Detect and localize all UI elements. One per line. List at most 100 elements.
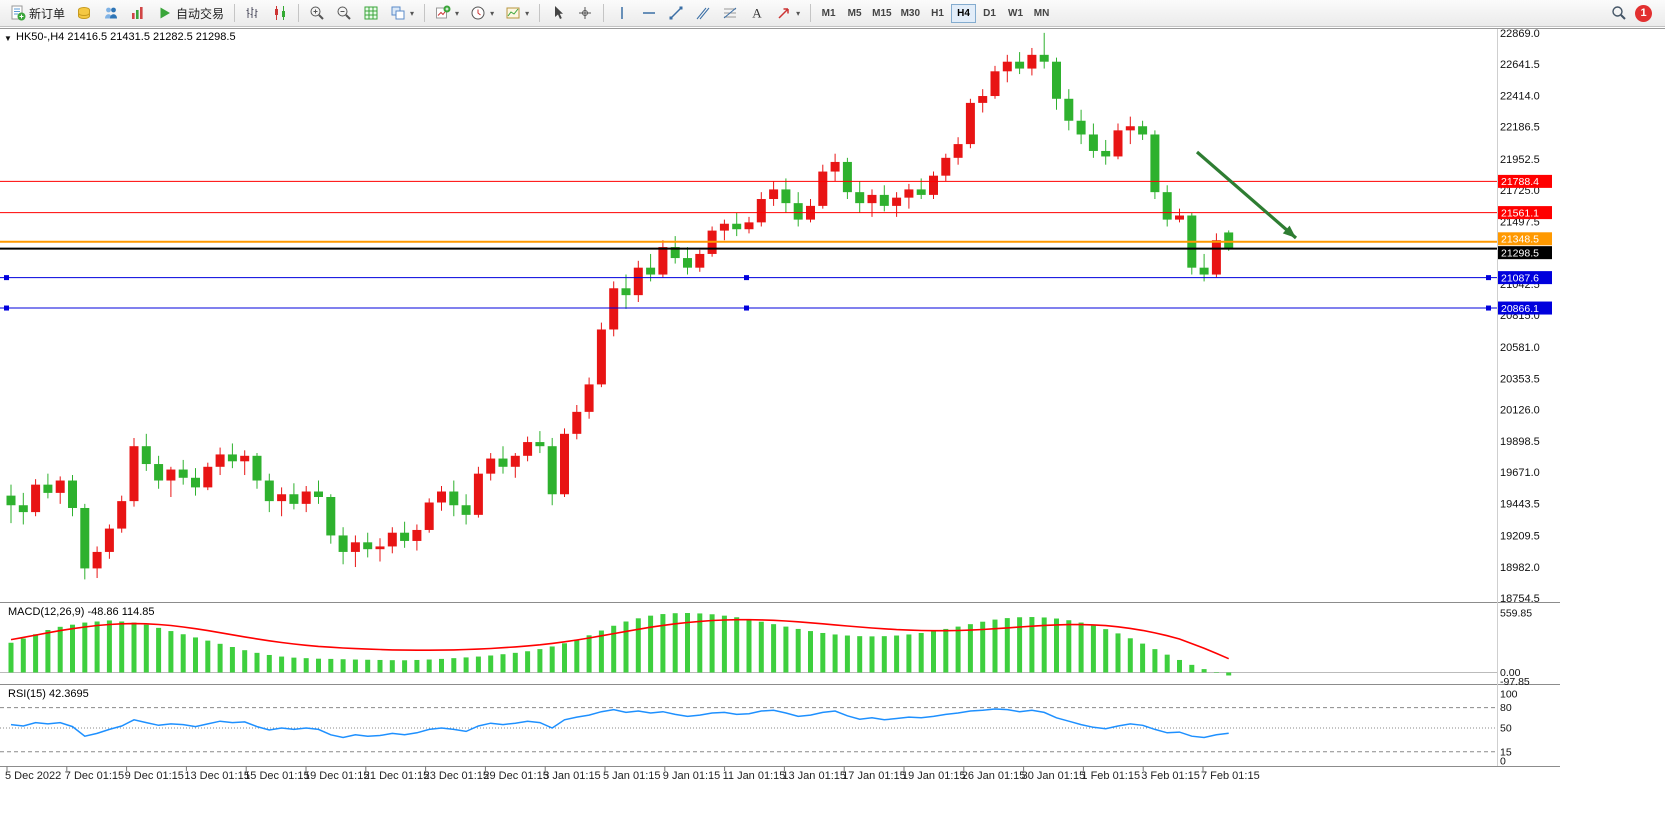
macd-histogram-bar <box>721 615 727 673</box>
chart-plot[interactable]: 22869.0 22641.5 22414.0 22186.5 21952.5 21725… <box>0 28 1665 837</box>
candle-body <box>80 507 90 569</box>
candle-body <box>1125 126 1135 131</box>
toolbar-separator <box>539 4 541 22</box>
candle-body <box>670 247 680 259</box>
line-handle[interactable] <box>1486 305 1491 311</box>
candle-body <box>154 464 164 481</box>
macd-histogram-bar <box>439 658 444 673</box>
level-price-tag <box>1498 206 1552 220</box>
candle-body <box>498 458 508 467</box>
price-axis-label: 19443.5 <box>1500 498 1540 510</box>
one-click-trading-toggle[interactable]: ▼ <box>4 32 12 44</box>
channel-button[interactable] <box>690 2 716 25</box>
line-handle[interactable] <box>744 275 749 281</box>
arrows-button[interactable]: ▾ <box>771 2 805 25</box>
timeframe-m30-button[interactable]: M30 <box>897 4 924 23</box>
zoom-in-button[interactable] <box>304 2 330 25</box>
macd-histogram-bar <box>1213 672 1219 673</box>
zoom-out-icon <box>336 5 352 21</box>
deposit-button[interactable] <box>71 2 97 25</box>
timeframe-m1-button[interactable]: M1 <box>816 4 841 23</box>
candle-body <box>1015 61 1025 69</box>
candle-body <box>1150 134 1160 193</box>
time-axis-label: 9 Jan 01:15 <box>663 770 721 782</box>
timeframe-d1-button[interactable]: D1 <box>977 4 1002 23</box>
autotrading-button[interactable]: 自动交易 <box>152 2 229 25</box>
tile-windows-button[interactable]: ▾ <box>385 2 419 25</box>
candle-body <box>437 491 446 503</box>
templates-button[interactable]: ▾ <box>500 2 534 25</box>
new-order-button[interactable]: 新订单 <box>5 2 70 25</box>
search-button[interactable] <box>1606 2 1632 25</box>
macd-histogram-bar <box>1078 622 1084 673</box>
timeframe-mn-button[interactable]: MN <box>1029 4 1054 23</box>
candle-chart-button[interactable] <box>267 2 293 25</box>
trendline-button[interactable] <box>663 2 689 25</box>
candle-body <box>646 267 656 275</box>
candle-body <box>252 455 262 481</box>
macd-histogram-bar <box>377 659 383 673</box>
timeframe-h4-button[interactable]: H4 <box>951 3 977 23</box>
horizontal-line-button[interactable] <box>636 2 662 25</box>
candle-body <box>695 253 705 268</box>
rsi-label: RSI(15) 42.3695 <box>8 688 89 700</box>
timeframe-w1-button[interactable]: W1 <box>1003 4 1028 23</box>
macd-histogram-bar <box>635 618 641 673</box>
macd-axis-label: 559.85 <box>1500 608 1532 620</box>
new-chart-button[interactable]: ▾ <box>430 2 464 25</box>
toolbar-separator <box>234 4 236 22</box>
grid-button[interactable] <box>358 2 384 25</box>
time-axis-label: 11 Jan 01:15 <box>723 770 786 782</box>
candle-body <box>793 203 803 220</box>
time-axis-label: 26 Jan 01:15 <box>962 770 1026 782</box>
bar-chart-button[interactable] <box>240 2 266 25</box>
trend-arrow-annotation[interactable] <box>1195 150 1298 240</box>
macd-histogram-bar <box>992 619 998 673</box>
market-button[interactable] <box>125 2 151 25</box>
timeframe-h1-button[interactable]: H1 <box>925 4 950 23</box>
fibonacci-button[interactable] <box>717 2 743 25</box>
level-price-tag-text: 21348.5 <box>1501 234 1539 246</box>
zoom-out-button[interactable] <box>331 2 357 25</box>
line-handle[interactable] <box>1486 275 1491 281</box>
macd-histogram-bar <box>746 619 752 673</box>
level-price-tag <box>1498 174 1552 188</box>
timeframe-m5-button[interactable]: M5 <box>842 4 867 23</box>
macd-histogram-bar <box>537 649 543 673</box>
macd-histogram-bar <box>33 634 39 673</box>
level-price-tag-text: 21298.5 <box>1501 247 1539 259</box>
candle-body <box>1076 120 1086 135</box>
price-axis-label: 19209.5 <box>1500 531 1540 543</box>
text-button[interactable]: A <box>744 2 770 25</box>
crosshair-button[interactable] <box>572 2 598 25</box>
macd-histogram-bar <box>906 634 912 673</box>
candle-body <box>929 175 938 195</box>
vertical-line-button[interactable] <box>609 2 635 25</box>
line-handle[interactable] <box>744 305 749 311</box>
candle-body <box>658 247 668 275</box>
svg-text:A: A <box>752 6 762 21</box>
level-price-tag-text: 21561.1 <box>1501 207 1539 219</box>
candle-body <box>350 542 360 552</box>
candle-body <box>18 505 28 513</box>
candle-body <box>621 288 631 296</box>
candle-body <box>264 480 274 502</box>
line-handle[interactable] <box>4 275 9 281</box>
crosshair-icon <box>577 5 593 21</box>
candle-body <box>301 491 311 504</box>
periods-button[interactable]: ▾ <box>465 2 499 25</box>
macd-histogram-bar <box>623 621 629 673</box>
timeframe-m15-button[interactable]: M15 <box>868 4 895 23</box>
rsi-axis-label: 100 <box>1500 689 1518 701</box>
candle-body <box>363 542 373 550</box>
notification-badge[interactable]: 1 <box>1635 4 1652 22</box>
cursor-button[interactable] <box>545 2 571 25</box>
accounts-button[interactable] <box>98 2 124 25</box>
macd-histogram-bar <box>365 659 371 673</box>
candle-body <box>855 192 865 204</box>
dropdown-caret-icon: ▾ <box>410 8 415 18</box>
rsi-axis-label: 50 <box>1500 723 1512 735</box>
macd-histogram-bar <box>574 639 580 673</box>
macd-histogram-bar <box>279 656 285 673</box>
line-handle[interactable] <box>4 305 9 311</box>
